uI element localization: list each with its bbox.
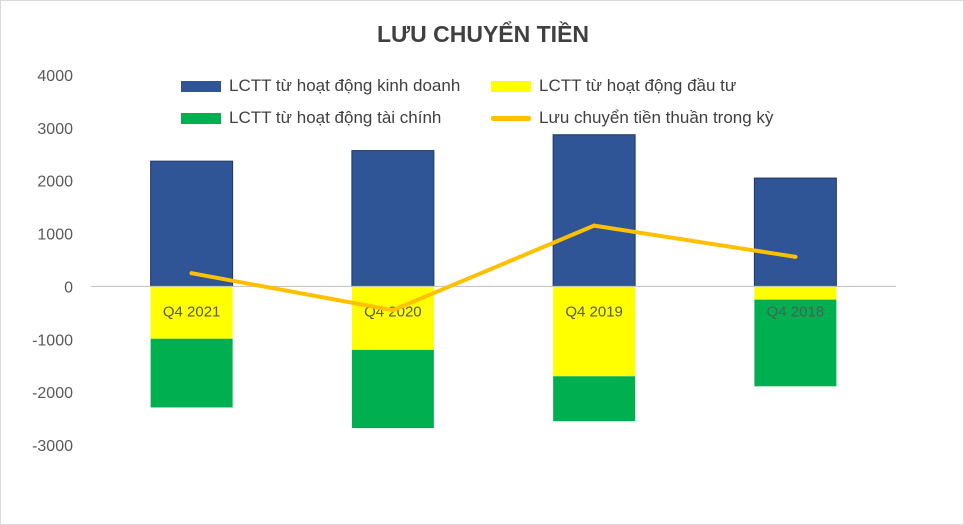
bar-investing bbox=[754, 286, 837, 300]
y-tick-label: 4000 bbox=[37, 68, 73, 85]
net-cash-flow-point bbox=[793, 254, 798, 259]
bar-financing bbox=[351, 349, 434, 429]
legend-swatch-net bbox=[491, 115, 531, 121]
net-cash-flow-point bbox=[390, 308, 395, 313]
legend-item-investing: LCTT từ hoạt động đầu tư bbox=[491, 75, 736, 97]
y-tick-label: 0 bbox=[64, 279, 73, 296]
x-tick-label: Q4 2018 bbox=[767, 303, 825, 320]
legend-label-investing: LCTT từ hoạt động đầu tư bbox=[539, 76, 737, 95]
legend-item-financing: LCTT từ hoạt động tài chính bbox=[181, 107, 441, 129]
bar-financing bbox=[553, 376, 636, 422]
y-tick-label: -1000 bbox=[32, 332, 73, 349]
y-tick-label: 1000 bbox=[37, 227, 73, 244]
bar-operating bbox=[351, 150, 435, 287]
bar-operating bbox=[150, 160, 234, 287]
bar-operating bbox=[753, 177, 837, 287]
net-cash-flow-point bbox=[189, 271, 194, 276]
bar-financing bbox=[150, 338, 233, 408]
bar-operating bbox=[552, 134, 636, 287]
legend-swatch-operating bbox=[181, 80, 221, 92]
net-cash-flow-line bbox=[189, 223, 798, 313]
legend-item-net: Lưu chuyển tiền thuần trong kỳ bbox=[491, 107, 773, 129]
x-tick-label: Q4 2021 bbox=[163, 303, 221, 320]
net-cash-flow-point bbox=[592, 223, 597, 228]
legend-swatch-investing bbox=[491, 80, 531, 92]
y-tick-label: 3000 bbox=[37, 121, 73, 138]
legend-swatch-financing bbox=[181, 112, 221, 124]
legend-label-financing: LCTT từ hoạt động tài chính bbox=[229, 108, 442, 127]
chart-title: LƯU CHUYỂN TIỀN bbox=[376, 21, 590, 47]
bar-financing bbox=[754, 299, 837, 387]
legend-label-operating: LCTT từ hoạt động kinh doanh bbox=[229, 76, 461, 95]
y-tick-label: -2000 bbox=[32, 385, 73, 402]
bar-investing bbox=[553, 286, 636, 377]
legend-item-operating: LCTT từ hoạt động kinh doanh bbox=[181, 75, 460, 97]
legend-label-net: Lưu chuyển tiền thuần trong kỳ bbox=[539, 108, 774, 127]
y-tick-label: -3000 bbox=[32, 438, 73, 455]
x-tick-label: Q4 2019 bbox=[565, 303, 623, 320]
legend: LCTT từ hoạt động kinh doanh LCTT từ hoạ… bbox=[181, 75, 821, 135]
bar-investing bbox=[150, 286, 233, 339]
y-tick-label: 2000 bbox=[37, 174, 73, 191]
